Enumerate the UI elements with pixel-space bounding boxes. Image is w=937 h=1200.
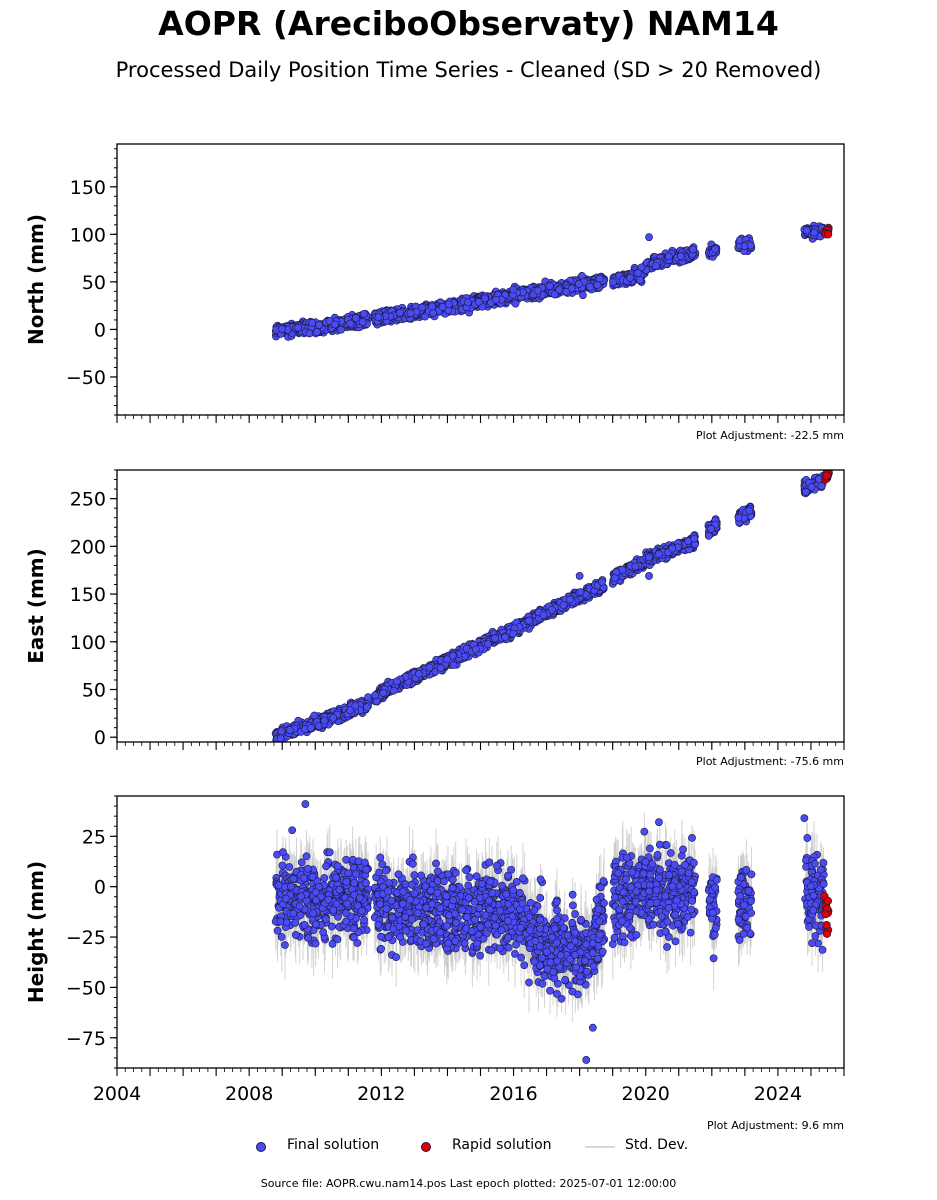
final-point (595, 274, 604, 283)
final-point (315, 320, 324, 329)
final-point (395, 308, 404, 317)
final-point (567, 284, 576, 293)
final-point (676, 252, 685, 261)
rapid-point (824, 230, 833, 239)
final-point (586, 283, 594, 291)
final-point (429, 309, 437, 317)
final-outlier-point (645, 233, 653, 242)
final-point (374, 313, 383, 322)
final-point (337, 325, 346, 334)
final-point (634, 269, 642, 278)
y-tick-label: 0 (94, 319, 106, 341)
y-tick-label: 50 (82, 272, 106, 294)
final-point (346, 319, 355, 328)
final-point (575, 280, 583, 288)
final-point (546, 282, 554, 290)
final-point (651, 261, 660, 270)
final-point (444, 300, 453, 309)
final-point (810, 228, 819, 237)
final-point (509, 285, 518, 294)
plot-frame (116, 143, 845, 416)
final-point (746, 241, 755, 250)
final-point (689, 245, 697, 254)
final-point (313, 328, 321, 336)
final-point (331, 320, 339, 329)
final-point (480, 294, 489, 303)
final-point (555, 285, 564, 294)
final-point (664, 252, 673, 261)
final-point (593, 281, 602, 289)
final-point (360, 309, 368, 318)
final-point (533, 286, 542, 295)
final-point (464, 298, 472, 307)
y-tick-label: −50 (66, 367, 106, 389)
final-point (802, 226, 811, 235)
final-solution-series (271, 221, 828, 341)
final-point (492, 295, 500, 304)
final-point (358, 318, 367, 326)
final-point (308, 318, 317, 327)
final-point (562, 287, 571, 296)
data-layer (271, 221, 833, 342)
final-point (711, 245, 720, 254)
final-outlier-point (579, 291, 587, 300)
y-tick-label: 100 (70, 224, 106, 246)
final-point (474, 298, 483, 306)
final-point (325, 317, 334, 325)
rapid-solution-series (820, 223, 833, 239)
y-tick-label: 150 (70, 177, 106, 199)
final-point (417, 303, 426, 312)
final-point (278, 324, 287, 333)
chart-subtitle: Processed Daily Position Time Series - C… (115, 58, 822, 82)
final-point (305, 329, 314, 338)
data-layer (271, 470, 833, 742)
final-point (626, 273, 635, 282)
final-point (351, 314, 360, 322)
final-point (637, 263, 646, 272)
final-point (550, 290, 559, 299)
final-point (428, 302, 436, 311)
plot-panel-0: −50 0 50 100 150 North (mm) (24, 143, 845, 423)
final-point (406, 309, 415, 318)
final-point (609, 278, 617, 287)
final-point (294, 323, 302, 332)
y-axis-label: North (mm) (24, 214, 48, 345)
chart-title: AOPR (AreciboObservaty) NAM14 (158, 4, 779, 43)
